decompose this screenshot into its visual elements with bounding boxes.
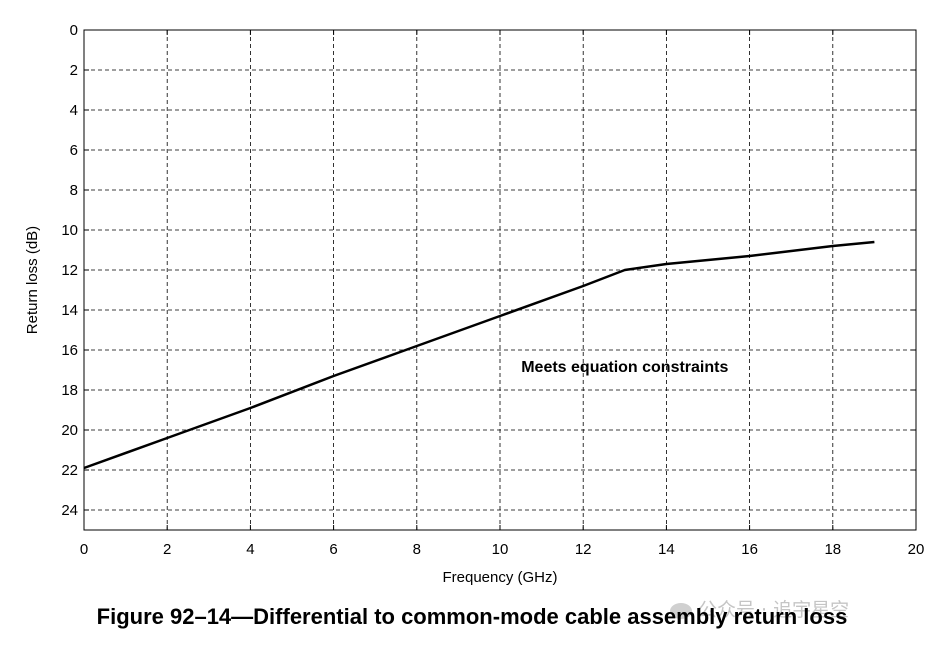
y-tick-label: 18	[61, 382, 78, 399]
annotations: Meets equation constraints	[521, 359, 728, 376]
y-tick-label: 14	[61, 302, 78, 319]
x-tick-label: 16	[741, 541, 758, 558]
watermark: 公众号 · 追宇星空	[670, 595, 849, 622]
y-tick-label: 8	[70, 182, 78, 199]
x-tick-label: 0	[80, 541, 88, 558]
plot-background	[84, 30, 916, 530]
chat-icon	[670, 602, 692, 619]
watermark-text: 公众号 · 追宇星空	[698, 599, 850, 621]
y-axis-title: Return loss (dB)	[24, 226, 41, 334]
x-axis-title: Frequency (GHz)	[442, 569, 557, 586]
y-tick-label: 0	[70, 22, 78, 39]
y-tick-label: 4	[70, 102, 78, 119]
figure-caption: Figure 92–14—Differential to common-mode…	[96, 604, 848, 629]
y-tick-label: 6	[70, 142, 78, 159]
x-tick-label: 10	[492, 541, 509, 558]
x-tick-label: 6	[329, 541, 337, 558]
x-tick-label: 12	[575, 541, 592, 558]
y-tick-label: 12	[61, 262, 78, 279]
series-group	[83, 240, 875, 470]
annotation-label: Meets equation constraints	[521, 359, 728, 376]
grid	[84, 30, 916, 530]
y-tick-label: 16	[61, 342, 78, 359]
y-tick-label: 2	[70, 62, 78, 79]
x-tick-label: 2	[163, 541, 171, 558]
y-tick-label: 10	[61, 222, 78, 239]
series-line-0	[83, 240, 875, 470]
x-tick-label: 8	[413, 541, 421, 558]
x-tick-label: 14	[658, 541, 675, 558]
y-tick-label: 24	[61, 502, 78, 519]
y-tick-label: 22	[61, 462, 78, 479]
x-tick-label: 18	[824, 541, 841, 558]
y-tick-label: 20	[61, 422, 78, 439]
x-tick-label: 20	[908, 541, 925, 558]
x-tick-label: 4	[246, 541, 254, 558]
